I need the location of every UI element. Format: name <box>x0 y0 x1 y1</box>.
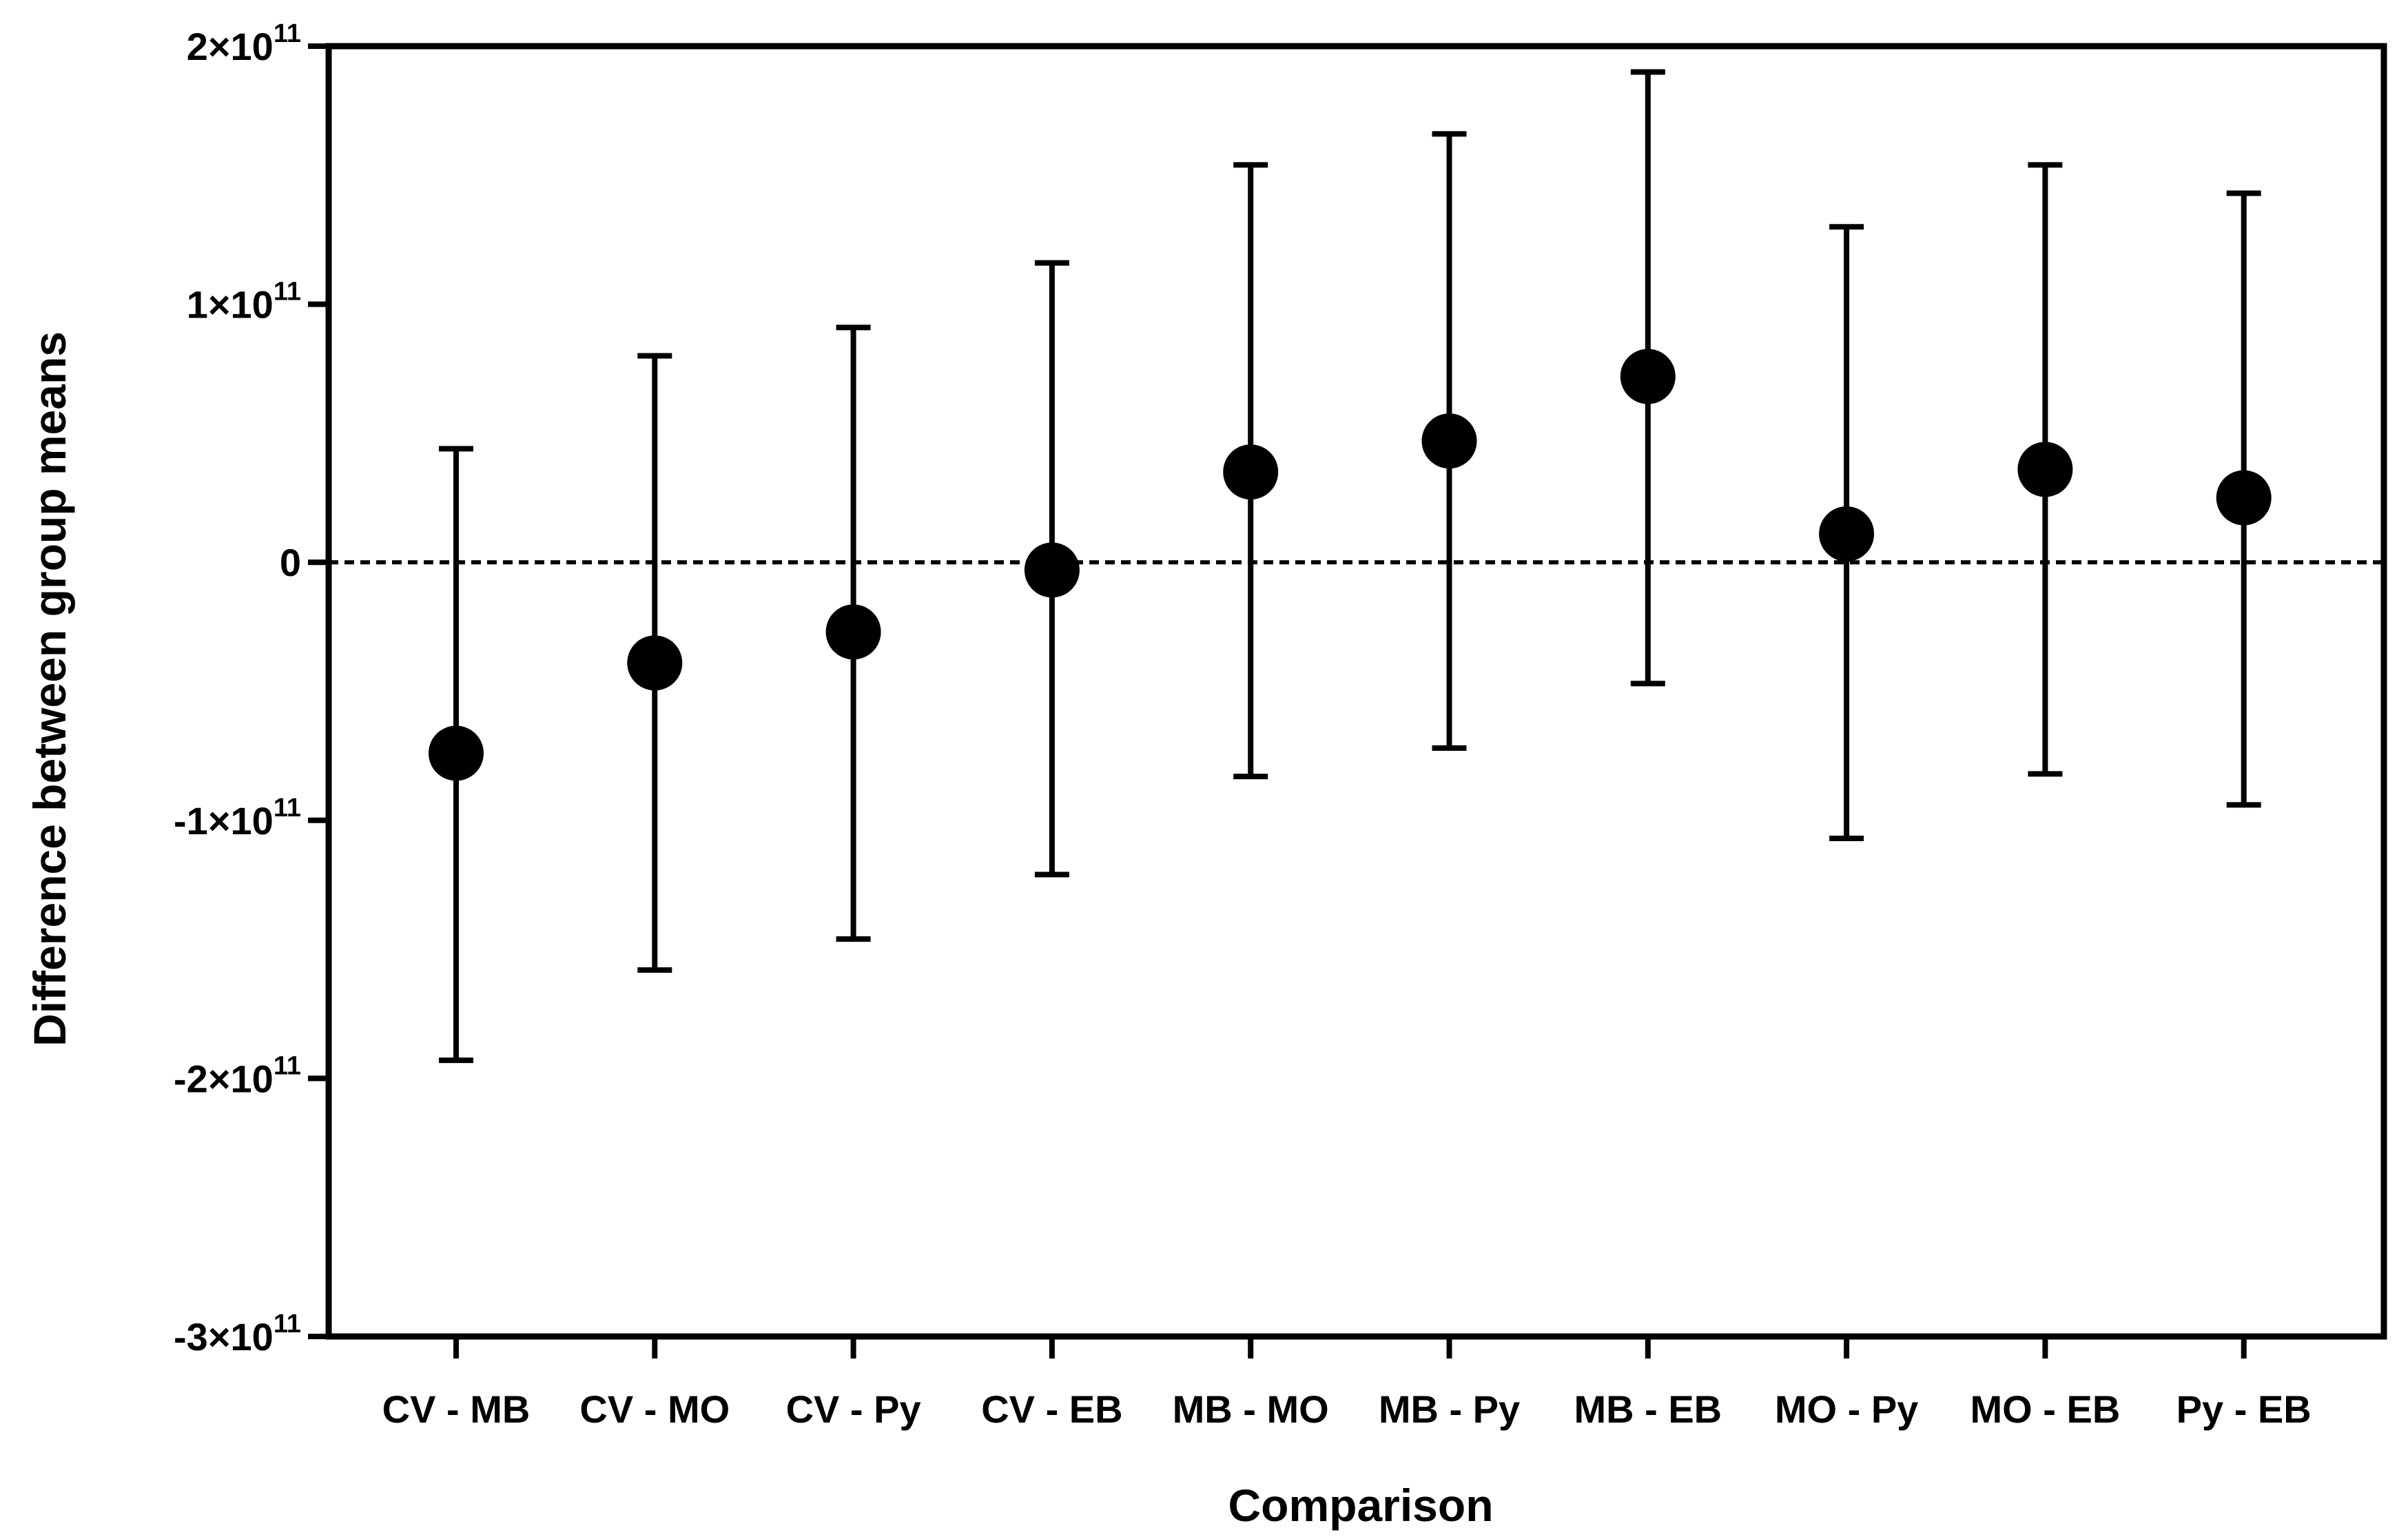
y-tick-mantissa: 0 <box>280 541 301 584</box>
error-bar-group <box>2216 190 2272 808</box>
data-point <box>825 604 881 660</box>
data-point <box>429 725 484 781</box>
x-tick-label: MO - Py <box>1775 1387 1918 1431</box>
data-point <box>1620 349 1676 404</box>
data-point <box>2017 442 2073 497</box>
y-axis-title: Difference between group means <box>24 331 75 1046</box>
data-point <box>1819 506 1875 561</box>
error-bar-group <box>627 353 683 973</box>
error-bar-group <box>1620 69 1676 687</box>
y-tick-label: -2×1011 <box>174 1051 301 1100</box>
x-tick-label: CV - MB <box>382 1387 531 1431</box>
data-marks <box>429 69 2272 1064</box>
y-tick-mantissa: 2×10 <box>187 25 274 68</box>
x-tick-label: MO - EB <box>1970 1387 2121 1431</box>
y-tick-exponent: 11 <box>274 1310 301 1339</box>
y-tick-label: -3×1011 <box>174 1310 301 1359</box>
plot-frame <box>325 43 2387 1340</box>
error-bar-group <box>825 324 881 942</box>
error-bar-group <box>429 446 484 1064</box>
y-tick-label: 2×1011 <box>187 19 301 68</box>
error-bar-group <box>2017 162 2073 777</box>
y-tick-mantissa: -3×10 <box>174 1315 274 1359</box>
y-tick-label: 0 <box>280 541 301 584</box>
error-bar-group <box>1223 162 1279 780</box>
plot-border <box>325 43 2387 1340</box>
data-point <box>627 635 683 691</box>
error-bar-group <box>1024 260 1080 878</box>
y-tick-mantissa: -1×10 <box>174 799 274 843</box>
error-bar-group <box>1421 131 1477 751</box>
y-tick-label: 1×1011 <box>187 278 301 327</box>
x-tick-label: MB - EB <box>1574 1387 1722 1431</box>
data-point <box>2216 470 2272 526</box>
x-tick-label: CV - EB <box>981 1387 1122 1431</box>
x-tick-label: CV - Py <box>786 1387 921 1431</box>
y-tick-exponent: 11 <box>274 278 301 307</box>
x-axis-title: Comparison <box>1228 1480 1493 1531</box>
x-tick-label: Py - EB <box>2177 1387 2312 1431</box>
x-tick-label: MB - Py <box>1379 1387 1520 1431</box>
x-axis: CV - MB CV - MO CV - Py CV - EB MB - MO MB - … <box>382 1336 2312 1431</box>
y-tick-exponent: 11 <box>274 19 301 48</box>
data-point <box>1024 542 1080 598</box>
data-point <box>1223 444 1279 500</box>
x-tick-label: CV - MO <box>579 1387 730 1431</box>
y-tick-exponent: 11 <box>274 1051 301 1080</box>
error-bar-group <box>1819 224 1875 842</box>
y-tick-mantissa: -2×10 <box>174 1057 274 1100</box>
y-tick-exponent: 11 <box>274 794 301 823</box>
x-tick-label: MB - MO <box>1173 1387 1329 1431</box>
y-tick-label: -1×1011 <box>174 794 301 843</box>
data-point <box>1421 413 1477 469</box>
y-tick-mantissa: 1×10 <box>187 283 274 327</box>
